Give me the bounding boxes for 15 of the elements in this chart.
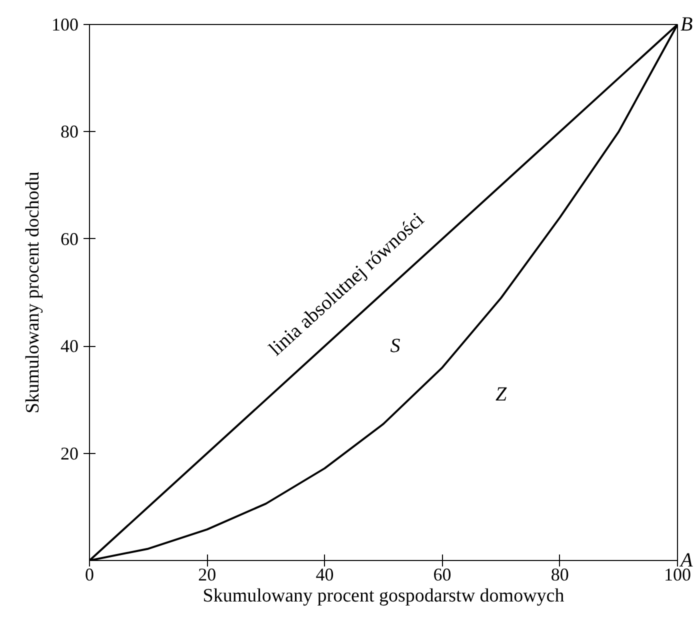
y-tick-label: 60 (60, 228, 78, 249)
x-tick-label: 60 (433, 564, 452, 584)
y-tick-label: 80 (60, 122, 78, 142)
annotation: Z (496, 383, 508, 406)
x-tick-label: 0 (85, 564, 94, 584)
x-axis-title: Skumulowany procent gospodarstw domowych (202, 586, 565, 606)
x-tick-label: 40 (316, 564, 334, 584)
text: B (680, 14, 693, 36)
x-tick-label: 20 (198, 564, 216, 584)
x-tick-label: 80 (550, 564, 569, 584)
y-tick-label: 100 (52, 14, 78, 34)
y-axis-title: Skumulowany procent dochodu (22, 171, 44, 414)
y-tick-label: 40 (60, 336, 78, 356)
annotation: S (390, 335, 400, 358)
y-tick-label: 20 (60, 443, 78, 464)
